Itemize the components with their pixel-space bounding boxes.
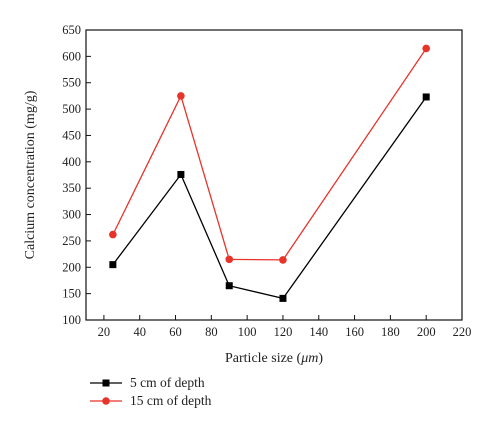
x-axis-ticks: 20 40 60 80 100 120 140 160 180 200 220	[98, 315, 472, 339]
series-1-point	[225, 255, 234, 264]
y-axis-ticks: 100 150 200 250 300 350 400 450 500 550 600 650	[62, 23, 91, 327]
series-line-0	[112, 96, 427, 300]
x-axis-title-suffix: )	[318, 351, 323, 366]
legend-item-15cm: 15 cm of depth	[90, 393, 212, 408]
series-1-point	[279, 256, 287, 264]
series-0-point	[177, 170, 185, 178]
x-tick-label: 180	[381, 325, 400, 339]
legend: 5 cm of depth 15 cm of depth	[90, 375, 212, 408]
y-tick-label: 250	[62, 234, 81, 248]
series-1-point	[109, 230, 117, 239]
series-1-point	[177, 92, 185, 100]
x-axis-title: Particle size (μm)	[225, 351, 323, 366]
series-0-point	[279, 294, 287, 302]
series-layer	[109, 44, 430, 302]
series-1-point	[422, 44, 430, 53]
series-0-point	[109, 261, 117, 269]
x-tick-label: 20	[98, 325, 111, 339]
legend-label-5cm: 5 cm of depth	[130, 375, 205, 390]
x-tick-label: 160	[345, 325, 364, 339]
legend-marker-5cm	[102, 379, 110, 387]
x-tick-label: 60	[169, 325, 182, 339]
x-axis-title-prefix: Particle size (	[225, 351, 302, 366]
x-tick-label: 220	[453, 325, 472, 339]
series-0-point	[225, 282, 233, 290]
y-tick-label: 350	[62, 181, 81, 195]
y-tick-label: 400	[62, 155, 81, 169]
x-tick-label: 200	[417, 325, 436, 339]
y-tick-label: 500	[62, 102, 81, 116]
y-tick-label: 100	[62, 313, 81, 327]
x-axis-title-unit: μm	[300, 351, 318, 366]
x-tick-label: 80	[205, 325, 218, 339]
y-axis-title: Calcium concentration (mg/g)	[23, 90, 38, 259]
y-tick-label: 200	[62, 260, 81, 274]
plot-frame	[85, 29, 463, 321]
y-tick-label: 300	[62, 208, 81, 222]
series-0-point	[422, 93, 430, 101]
y-tick-label: 650	[62, 23, 81, 37]
x-tick-label: 120	[274, 325, 293, 339]
y-tick-label: 550	[62, 76, 81, 90]
legend-item-5cm: 5 cm of depth	[90, 375, 205, 390]
y-tick-label: 150	[62, 287, 81, 301]
y-tick-label: 450	[62, 128, 81, 142]
legend-label-15cm: 15 cm of depth	[130, 393, 212, 408]
legend-marker-15cm	[102, 397, 110, 405]
series-line-1	[112, 48, 427, 261]
y-tick-label: 600	[62, 49, 81, 63]
x-tick-label: 40	[133, 325, 146, 339]
x-tick-label: 140	[309, 325, 328, 339]
x-tick-label: 100	[238, 325, 257, 339]
